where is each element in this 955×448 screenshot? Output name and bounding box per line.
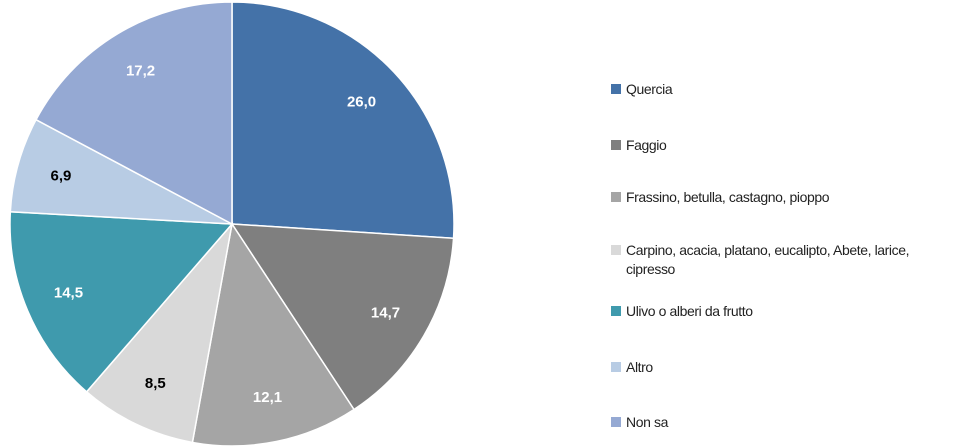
data-label: 26,0 bbox=[347, 93, 376, 110]
legend-item: Frassino, betulla, castagno, pioppo bbox=[611, 188, 955, 207]
pie-slice bbox=[85, 221, 234, 444]
legend-item: Ulivo o alberi da frutto bbox=[611, 302, 955, 321]
legend-item: Altro bbox=[611, 358, 955, 377]
data-label: 12,1 bbox=[253, 389, 282, 406]
legend-swatch bbox=[611, 306, 621, 316]
legend-swatch bbox=[611, 417, 621, 427]
legend-swatch bbox=[611, 362, 621, 372]
legend-item: Non sa bbox=[611, 413, 955, 432]
legend-swatch bbox=[611, 245, 621, 255]
data-label: 6,9 bbox=[51, 167, 72, 184]
legend-swatch bbox=[611, 192, 621, 202]
legend-label: Faggio bbox=[626, 137, 667, 153]
data-label: 8,5 bbox=[145, 375, 166, 392]
legend-item: Carpino, acacia, platano, eucalipto, Abe… bbox=[611, 241, 955, 279]
legend-item: Faggio bbox=[611, 136, 955, 155]
pie-slice bbox=[231, 1, 455, 240]
legend-label: Quercia bbox=[626, 81, 673, 97]
pie-slice bbox=[230, 223, 455, 411]
pie-slice bbox=[191, 222, 356, 447]
data-label: 17,2 bbox=[126, 63, 155, 80]
pie-slice bbox=[9, 210, 234, 393]
legend-label: Frassino, betulla, castagno, pioppo bbox=[626, 189, 830, 205]
legend-label: Non sa bbox=[626, 414, 668, 430]
legend-swatch bbox=[611, 140, 621, 150]
data-label: 14,7 bbox=[371, 304, 400, 321]
legend-label: Ulivo o alberi da frutto bbox=[626, 303, 753, 319]
legend-label: Altro bbox=[626, 359, 653, 375]
pie-slice bbox=[35, 1, 233, 226]
legend-swatch bbox=[611, 84, 621, 94]
legend-item: Quercia bbox=[611, 80, 955, 99]
legend-label: Carpino, acacia, platano, eucalipto, Abe… bbox=[626, 242, 910, 277]
data-label: 14,5 bbox=[54, 284, 83, 301]
